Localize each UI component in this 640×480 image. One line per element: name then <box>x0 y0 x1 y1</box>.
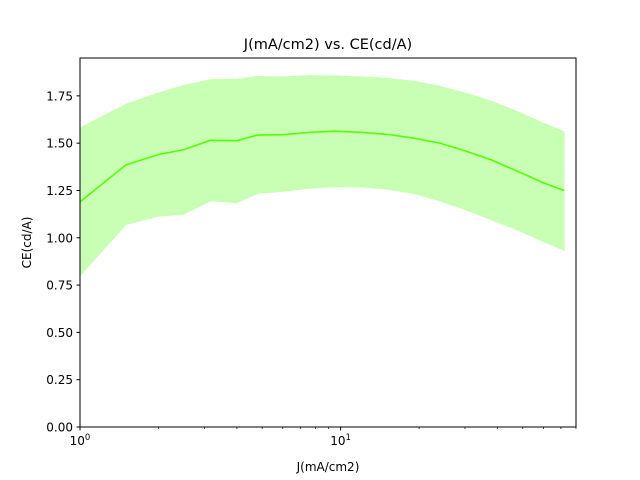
y-tick-label: 0.50 <box>46 326 73 340</box>
y-tick-label: 1.00 <box>46 231 73 245</box>
y-tick-label: 0.25 <box>46 373 73 387</box>
x-axis: 100 101 <box>70 427 577 448</box>
y-tick-label: 1.50 <box>46 137 73 151</box>
x-tick-label: 101 <box>330 433 351 448</box>
confidence-band <box>79 75 565 277</box>
y-tick-label: 0.75 <box>46 279 73 293</box>
plot-area <box>79 75 565 277</box>
chart-title: J(mA/cm2) vs. CE(cd/A) <box>243 37 412 53</box>
y-axis: 0.00 0.25 0.50 0.75 1.00 1.25 1.50 1.75 <box>46 89 80 435</box>
x-axis-label: J(mA/cm2) <box>296 460 360 474</box>
series-line <box>79 130 565 203</box>
x-tick-label: 100 <box>70 433 91 448</box>
y-axis-label: CE(cd/A) <box>20 217 34 269</box>
axes-frame <box>79 57 577 428</box>
y-tick-label: 1.25 <box>46 184 73 198</box>
y-tick-label: 1.75 <box>46 89 73 103</box>
y-tick-label: 0.00 <box>46 421 73 435</box>
